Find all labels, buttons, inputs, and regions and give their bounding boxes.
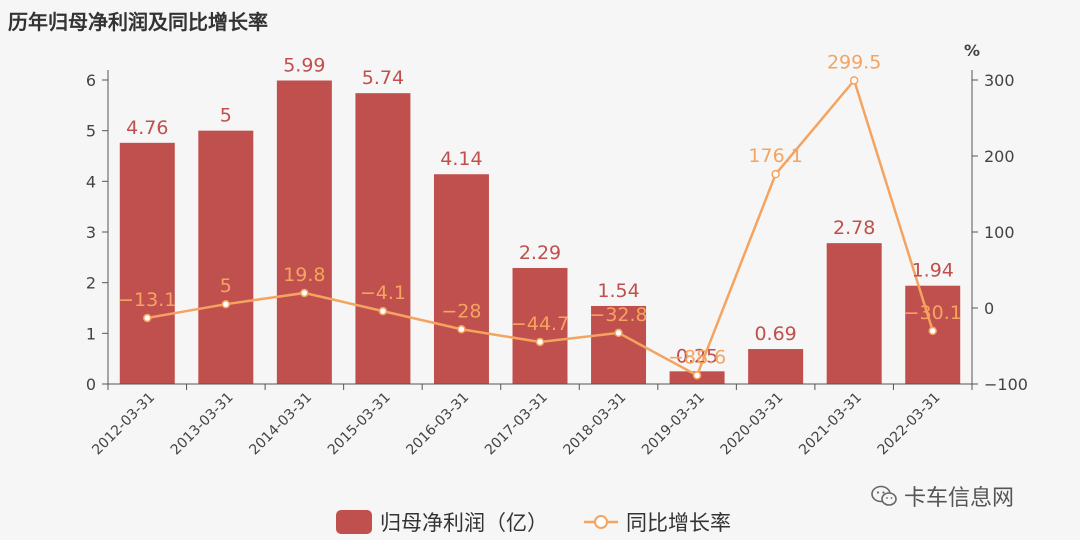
bar bbox=[748, 349, 804, 384]
x-tick-label: 2021-03-31 bbox=[796, 390, 865, 459]
x-tick-label: 2018-03-31 bbox=[561, 390, 630, 459]
legend-line-label: 同比增长率 bbox=[626, 511, 731, 535]
growth-value-label: −32.8 bbox=[589, 304, 647, 326]
y-right-tick-label: −100 bbox=[984, 375, 1028, 394]
growth-value-label: −28 bbox=[441, 300, 481, 322]
y-right-tick-label: 200 bbox=[984, 147, 1015, 166]
x-tick-label: 2014-03-31 bbox=[246, 390, 315, 459]
bar bbox=[276, 80, 332, 385]
bar bbox=[198, 130, 254, 384]
wechat-icon bbox=[871, 485, 897, 506]
growth-point bbox=[928, 326, 937, 336]
growth-point bbox=[771, 169, 780, 179]
bar-value-label: 1.54 bbox=[597, 280, 639, 302]
x-tick-label: 2016-03-31 bbox=[403, 390, 472, 459]
growth-value-label: −30.1 bbox=[904, 302, 962, 324]
y-left-tick-label: 5 bbox=[86, 122, 96, 141]
growth-value-label: 5 bbox=[220, 275, 232, 297]
x-tick-label: 2022-03-31 bbox=[875, 390, 944, 459]
growth-point bbox=[143, 313, 152, 323]
bar-value-label: 4.76 bbox=[126, 117, 168, 139]
y-left-tick-label: 2 bbox=[86, 274, 96, 293]
growth-value-label: −44.7 bbox=[511, 313, 569, 335]
growth-point bbox=[535, 337, 545, 347]
bar-value-label: 2.29 bbox=[519, 242, 561, 264]
y-left-tick-label: 4 bbox=[86, 172, 96, 191]
growth-point bbox=[457, 325, 466, 334]
y-left-tick-label: 0 bbox=[86, 375, 96, 394]
y-left-tick-label: 3 bbox=[86, 223, 96, 242]
bar-value-label: 0.69 bbox=[754, 323, 796, 345]
x-tick-label: 2015-03-31 bbox=[325, 390, 394, 459]
y-right-tick-label: 0 bbox=[984, 299, 994, 318]
bar bbox=[433, 174, 489, 384]
growth-value-label: −88.6 bbox=[668, 346, 726, 368]
legend-bar-label: 归母净利润（亿） bbox=[380, 511, 548, 535]
x-tick-label: 2012-03-31 bbox=[89, 390, 158, 459]
y-left-tick-label: 6 bbox=[86, 71, 96, 90]
bar-value-label: 5.99 bbox=[283, 55, 325, 77]
growth-value-label: −4.1 bbox=[360, 282, 406, 304]
legend-bar-swatch bbox=[336, 510, 372, 534]
bar-value-label: 0.25 bbox=[676, 345, 718, 367]
x-tick-label: 2017-03-31 bbox=[482, 390, 551, 459]
bar-value-label: 2.78 bbox=[833, 217, 875, 239]
growth-point bbox=[614, 328, 623, 338]
x-tick-label: 2019-03-31 bbox=[639, 390, 708, 459]
x-tick-label: 2013-03-31 bbox=[168, 390, 237, 459]
bar-value-label: 4.14 bbox=[440, 148, 482, 170]
y-right-tick-label: 300 bbox=[984, 71, 1015, 90]
watermark-text: 卡车信息网 bbox=[904, 486, 1015, 511]
growth-point bbox=[378, 306, 388, 316]
bar bbox=[826, 243, 882, 384]
chart-title: 历年归母净利润及同比增长率 bbox=[8, 10, 268, 34]
watermark: 卡车信息网 bbox=[870, 480, 1014, 512]
x-tick-label: 2020-03-31 bbox=[718, 390, 787, 459]
bar bbox=[591, 305, 647, 384]
growth-value-label: 299.5 bbox=[827, 51, 881, 73]
growth-point bbox=[300, 288, 309, 298]
bar bbox=[512, 267, 568, 384]
bar-value-label: 5 bbox=[220, 105, 232, 127]
y-left-tick-label: 1 bbox=[86, 324, 96, 343]
growth-point bbox=[221, 299, 231, 309]
y-right-tick-label: 100 bbox=[984, 223, 1015, 242]
growth-point bbox=[692, 371, 702, 380]
growth-value-label: 176.1 bbox=[748, 145, 802, 167]
growth-point bbox=[849, 76, 859, 85]
growth-value-label: −13.1 bbox=[118, 289, 176, 311]
bar-value-label: 5.74 bbox=[362, 67, 404, 89]
bar bbox=[355, 93, 411, 384]
bar bbox=[119, 142, 175, 384]
bar-value-label: 1.94 bbox=[912, 260, 954, 282]
y-right-unit: % bbox=[964, 41, 980, 60]
legend-line-marker bbox=[594, 515, 608, 529]
growth-value-label: 19.8 bbox=[283, 264, 325, 286]
